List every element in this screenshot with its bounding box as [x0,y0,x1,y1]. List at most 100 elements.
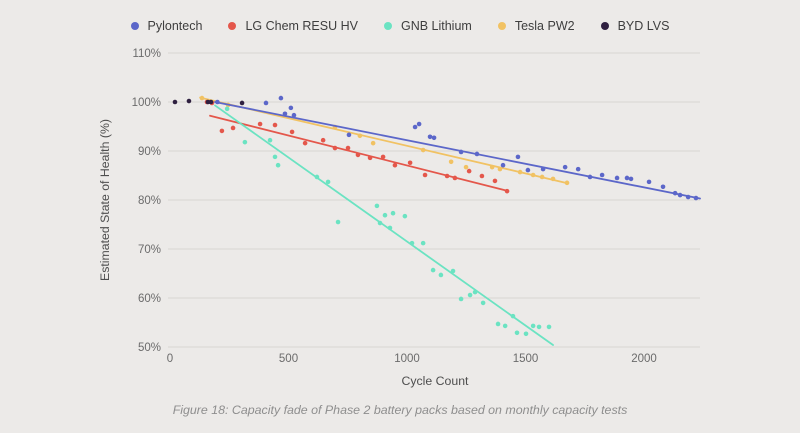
data-point-gnb-lithium [335,219,341,225]
legend-marker-icon [383,22,392,30]
data-point-lg-chem-resu-hv [492,178,498,184]
data-point-gnb-lithium [480,300,486,306]
data-point-pylontech [575,166,581,172]
data-point-gnb-lithium [430,267,436,273]
y-tick-label: 80% [138,195,161,207]
data-point-pylontech [346,132,352,138]
data-point-pylontech [685,194,691,200]
data-point-pylontech [288,105,294,111]
data-point-lg-chem-resu-hv [257,121,263,127]
data-point-pylontech [614,175,620,181]
data-point-pylontech [431,135,437,141]
legend-marker-icon [497,22,506,30]
data-point-tesla-pw2 [539,174,545,180]
data-point-pylontech [291,112,297,118]
data-point-lg-chem-resu-hv [479,173,485,179]
data-point-lg-chem-resu-hv [367,155,373,161]
data-point-lg-chem-resu-hv [380,154,386,160]
data-point-byd-lvs [208,99,214,105]
data-point-lg-chem-resu-hv [392,162,398,168]
data-point-pylontech [412,124,418,130]
data-point-gnb-lithium [495,321,501,327]
data-point-lg-chem-resu-hv [345,145,351,151]
data-point-pylontech [525,167,531,173]
data-point-gnb-lithium [467,292,473,298]
data-point-lg-chem-resu-hv [289,129,295,135]
data-point-lg-chem-resu-hv [302,140,308,146]
data-point-pylontech [500,162,506,168]
chart-legend: Pylontech LG Chem RESU HV GNB Lithium Te… [0,19,800,33]
data-point-pylontech [474,151,480,157]
data-point-pylontech [693,195,699,201]
data-point-pylontech [624,175,630,181]
data-point-gnb-lithium [438,272,444,278]
data-point-tesla-pw2 [530,172,536,178]
data-point-gnb-lithium [242,139,248,145]
x-tick-label: 0 [167,353,173,365]
legend-item-lg-chem-resu-hv[interactable]: LG Chem RESU HV [228,19,358,33]
data-point-gnb-lithium [546,324,552,330]
legend-label: Pylontech [147,19,203,33]
legend-marker-icon [600,22,609,30]
y-axis-title: Estimated State of Health (%) [98,119,112,281]
data-point-tesla-pw2 [199,95,205,101]
data-point-lg-chem-resu-hv [272,122,278,128]
y-tick-label: 70% [138,244,161,256]
data-point-gnb-lithium [374,203,380,209]
y-tick-label: 100% [132,97,161,109]
data-point-tesla-pw2 [370,140,376,146]
x-tick-label: 2000 [631,353,657,365]
data-point-pylontech [427,134,433,140]
legend-item-tesla-pw2[interactable]: Tesla PW2 [497,19,575,33]
data-point-pylontech [628,176,634,182]
data-point-pylontech [515,154,521,160]
legend-label: GNB Lithium [400,19,472,33]
legend-label: BYD LVS [617,19,670,33]
data-point-lg-chem-resu-hv [452,175,458,181]
x-axis-title: Cycle Count [402,374,470,388]
data-point-gnb-lithium [387,225,393,231]
data-point-pylontech [416,121,422,127]
data-point-gnb-lithium [275,162,281,168]
data-point-gnb-lithium [502,323,508,329]
data-point-pylontech [587,174,593,180]
data-point-pylontech [278,95,284,101]
data-point-tesla-pw2 [448,159,454,165]
legend-item-pylontech[interactable]: Pylontech [130,19,203,33]
data-point-pylontech [562,164,568,170]
legend-marker-icon [228,22,237,30]
trend-line-pylontech [214,101,701,200]
data-point-pylontech [599,172,605,178]
data-point-tesla-pw2 [463,164,469,170]
data-point-gnb-lithium [530,323,536,329]
data-point-gnb-lithium [267,137,273,143]
data-point-gnb-lithium [224,106,230,112]
legend-item-gnb-lithium[interactable]: GNB Lithium [383,19,472,33]
data-point-gnb-lithium [409,240,415,246]
legend-item-byd-lvs[interactable]: BYD LVS [600,19,670,33]
data-point-gnb-lithium [514,330,520,336]
x-tick-label: 500 [279,353,298,365]
data-point-gnb-lithium [325,179,331,185]
data-point-pylontech [458,149,464,155]
data-point-gnb-lithium [472,289,478,295]
data-point-lg-chem-resu-hv [230,125,236,131]
data-point-gnb-lithium [450,268,456,274]
data-point-lg-chem-resu-hv [219,128,225,134]
data-point-gnb-lithium [382,212,388,218]
data-point-byd-lvs [186,98,192,104]
data-point-tesla-pw2 [564,180,570,186]
data-point-gnb-lithium [390,210,396,216]
data-point-gnb-lithium [536,324,542,330]
data-point-pylontech [215,99,220,105]
data-point-lg-chem-resu-hv [320,137,326,143]
data-point-gnb-lithium [377,220,383,226]
data-point-pylontech [540,166,546,172]
data-point-tesla-pw2 [517,169,523,175]
data-point-lg-chem-resu-hv [504,188,510,194]
data-point-pylontech [263,100,269,106]
legend-marker-icon [130,22,139,30]
legend-label: Tesla PW2 [514,19,575,33]
data-point-gnb-lithium [523,331,529,337]
